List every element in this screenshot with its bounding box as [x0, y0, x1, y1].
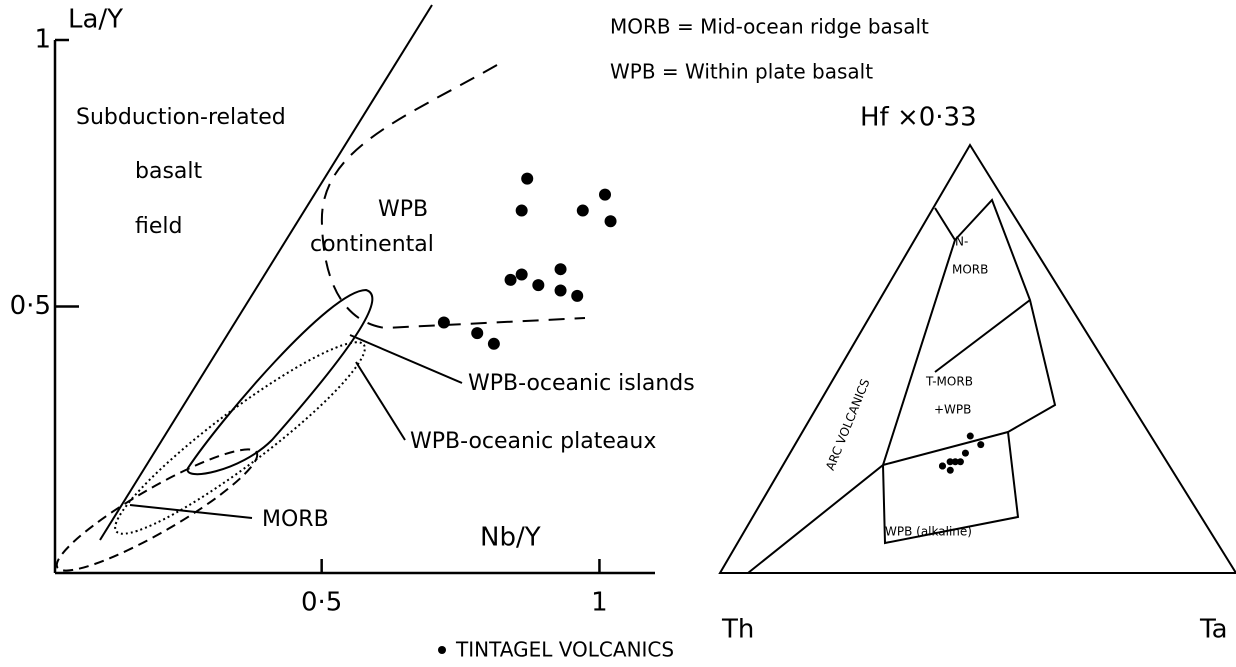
data-point [515, 268, 528, 281]
data-point [946, 466, 954, 474]
data-point [504, 273, 517, 286]
annotation: WPB [378, 197, 428, 222]
annotation: Subduction-related [76, 105, 286, 130]
data-point [956, 458, 964, 466]
annotation: +WPB [934, 403, 971, 417]
morb-outline [55, 448, 259, 572]
x-tick-label: 1 [591, 588, 608, 618]
data-point [576, 204, 589, 217]
data-point [977, 441, 985, 449]
annotation: WPB-oceanic plateaux [410, 429, 656, 454]
annotation: ARC VOLCANICS [823, 377, 872, 473]
annotation: basalt [135, 159, 203, 184]
legend-marker [438, 646, 446, 654]
annotation: WPB-oceanic islands [468, 371, 695, 396]
data-point [554, 284, 567, 297]
y-tick-label: 1 [34, 25, 51, 55]
data-point [966, 432, 974, 440]
data-point [571, 289, 584, 302]
data-point [946, 458, 954, 466]
x-axis-label: Nb/Y [480, 523, 541, 553]
annotation: T-MORB [925, 375, 973, 389]
y-axis-label: La/Y [68, 5, 123, 35]
legend-label: TINTAGEL VOLCANICS [455, 638, 674, 662]
data-point [437, 316, 450, 329]
note: MORB = Mid-ocean ridge basalt [610, 15, 929, 39]
oceanic-islands-outline [186, 288, 374, 476]
annotation: N- [955, 235, 968, 249]
annotation: WPB (alkaline) [885, 525, 972, 539]
ternary-boundary [882, 431, 1009, 466]
data-point [604, 215, 617, 228]
annotation: field [135, 214, 182, 239]
ternary-boundary [934, 299, 1031, 373]
y-tick-label: 0·5 [10, 291, 51, 321]
annotation: MORB [952, 263, 988, 277]
data-point [532, 279, 545, 292]
ternary-triangle [718, 143, 1236, 574]
annotation: continental [310, 232, 434, 257]
data-point [554, 263, 567, 276]
ternary-boundary [882, 198, 1057, 545]
oceanic-plateaux-outline [114, 341, 366, 535]
data-point [521, 172, 534, 185]
data-point [487, 337, 500, 350]
data-point [961, 449, 969, 457]
data-point [599, 188, 611, 201]
data-point [515, 204, 528, 217]
leader-line [129, 504, 253, 519]
subduction-boundary [99, 4, 433, 541]
data-point [471, 327, 484, 340]
wpb-continental-outline [320, 64, 586, 330]
field-outlines [55, 4, 1236, 574]
leader-line [355, 361, 406, 441]
ternary-boundary [747, 207, 957, 574]
data-point [951, 458, 959, 466]
apex-label: Hf ×0·33 [860, 103, 977, 133]
x-tick-label: 0·5 [301, 588, 342, 618]
note: WPB = Within plate basalt [610, 60, 873, 84]
data-point [938, 462, 946, 470]
annotation: MORB [262, 507, 329, 532]
apex-label: Ta [1199, 615, 1228, 645]
apex-label: Th [721, 615, 754, 645]
leader-line [349, 334, 463, 384]
